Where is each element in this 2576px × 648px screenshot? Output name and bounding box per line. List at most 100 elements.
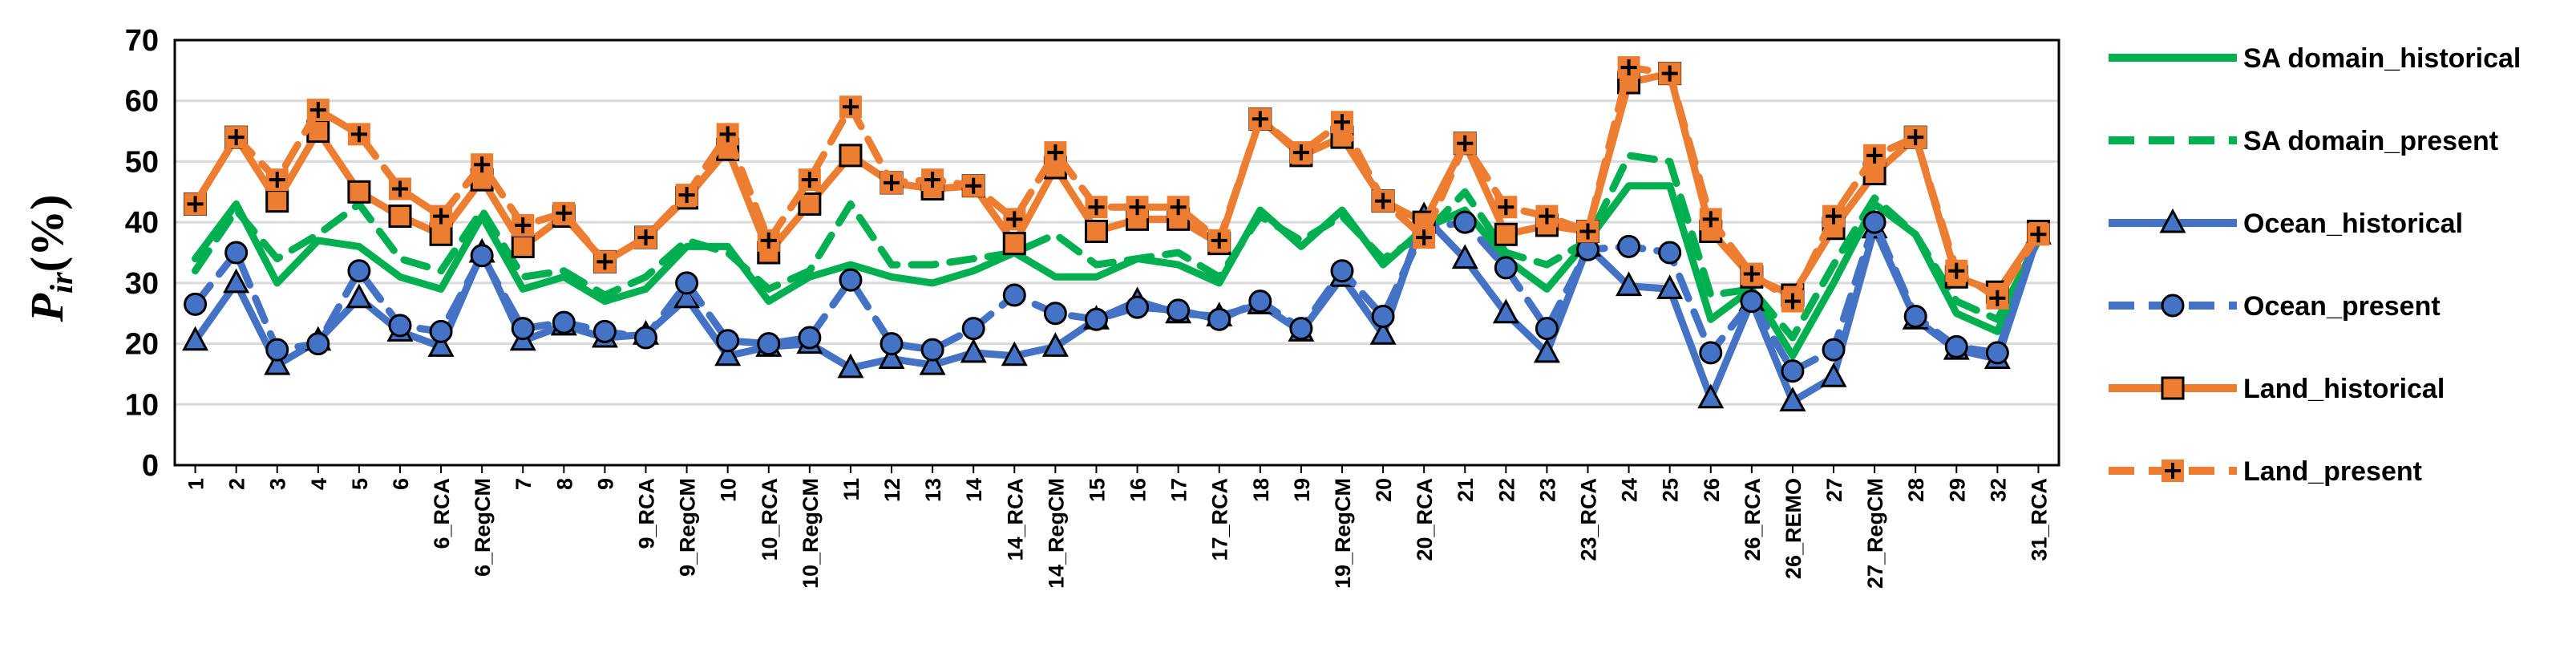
x-tick-label: 27_RegCM: [1863, 478, 1887, 589]
x-tick-label: 13: [921, 478, 945, 502]
data-point: [1330, 259, 1354, 283]
y-axis-ticks: 0 10 20 30 40 50 60 70: [125, 24, 159, 483]
x-tick-label: 20_RCA: [1413, 478, 1437, 561]
legend-item-land-present: Land_present: [2109, 456, 2422, 487]
legend-label: SA domain_historical: [2243, 43, 2521, 74]
data-point: [1372, 189, 1395, 213]
data-point: [347, 180, 371, 204]
data-point: [1494, 196, 1518, 219]
data-point: [634, 226, 657, 249]
data-point: [675, 184, 698, 207]
x-tick-label: 14_RCA: [1003, 478, 1027, 561]
legend-marker: [2161, 376, 2185, 400]
x-tick-label: 19: [1290, 478, 1314, 502]
data-point: [1453, 210, 1477, 234]
data-point: [961, 317, 985, 341]
data-point: [1248, 290, 1272, 314]
legend-item-sa-domain-historical: SA domain_historical: [2109, 43, 2521, 74]
legend-label: SA domain_present: [2243, 126, 2498, 156]
data-point: [1781, 290, 1804, 313]
data-point: [1003, 208, 1026, 231]
data-point: [427, 332, 455, 357]
data-point: [1002, 232, 1026, 256]
x-tick-label: 27: [1822, 478, 1846, 502]
x-tick-label: 26: [1700, 478, 1724, 502]
data-point: [265, 338, 289, 362]
y-axis-label-subscript: ir: [43, 272, 79, 294]
x-tick-label: 4: [307, 478, 331, 490]
x-tick-label: 2: [225, 478, 249, 490]
x-tick-label: 10_RCA: [758, 478, 782, 561]
data-point: [346, 283, 373, 309]
data-point: [471, 153, 494, 176]
x-tick-label: 25: [1659, 478, 1683, 502]
data-point: [1535, 317, 1559, 341]
legend-label: Ocean_historical: [2243, 209, 2463, 239]
data-point: [1697, 383, 1725, 409]
data-point: [878, 344, 905, 369]
data-point: [1289, 141, 1312, 164]
data-point: [593, 250, 617, 273]
data-point: [757, 229, 780, 252]
data-point: [224, 126, 248, 149]
x-tick-label: 17_RCA: [1208, 478, 1232, 561]
x-tick-label: 14: [962, 478, 986, 502]
series-land-present: [184, 56, 2050, 313]
x-tick-label: 29: [1945, 478, 1969, 502]
data-point: [1699, 341, 1723, 365]
data-point: [1454, 132, 1477, 155]
data-point: [306, 332, 330, 356]
data-point: [1617, 56, 1640, 79]
data-point: [798, 192, 822, 216]
legend-marker: [2159, 208, 2186, 233]
data-point: [1656, 274, 1684, 299]
data-point: [592, 319, 617, 343]
data-point: [1494, 222, 1518, 246]
data-point: [429, 319, 453, 343]
data-point: [634, 326, 657, 350]
data-point: [1043, 302, 1067, 326]
y-tick-label: 70: [125, 24, 159, 58]
legend-label: Land_historical: [2243, 374, 2445, 404]
data-point: [511, 234, 535, 258]
legend: SA domain_historical SA domain_present Oce…: [2109, 43, 2521, 487]
series-sa-domain-present: [192, 152, 2042, 342]
data-point: [1167, 196, 1190, 219]
y-tick-label: 10: [125, 388, 159, 422]
data-point: [1740, 262, 1763, 286]
y-tick-label: 0: [142, 449, 159, 483]
x-tick-label: 14_RegCM: [1044, 478, 1068, 589]
x-tick-label: 11: [839, 478, 863, 501]
data-point: [265, 189, 289, 213]
data-point: [388, 314, 412, 338]
y-tick-label: 20: [125, 328, 159, 362]
data-point: [1084, 220, 1108, 243]
data-point: [430, 205, 453, 228]
data-point: [1167, 298, 1191, 322]
data-point: [920, 338, 944, 362]
x-tick-label: 26_RCA: [1741, 478, 1765, 561]
data-point: [1413, 226, 1436, 249]
x-tick-label: 12: [880, 478, 904, 502]
data-point: [184, 292, 208, 316]
x-tick-label: 18: [1249, 478, 1273, 502]
x-tick-label: 17: [1167, 478, 1191, 502]
data-point: [1822, 338, 1846, 362]
data-point: [223, 268, 250, 294]
x-tick-label: 21: [1454, 478, 1478, 502]
data-point: [347, 259, 371, 283]
data-point: [921, 168, 944, 192]
data-point: [839, 95, 862, 119]
data-point: [798, 326, 822, 350]
data-point: [552, 310, 576, 334]
y-tick-label: 60: [125, 85, 159, 119]
data-point: [1369, 320, 1397, 345]
data-point: [1001, 341, 1028, 367]
x-tick-label: 32: [1986, 478, 2010, 502]
data-point: [1371, 305, 1395, 328]
data-point: [880, 171, 904, 194]
series-line-sa-domain-present: [192, 152, 2042, 342]
x-tick-label: 10_RegCM: [799, 478, 823, 589]
x-tick-label: 16: [1126, 478, 1151, 502]
data-point: [347, 123, 370, 146]
